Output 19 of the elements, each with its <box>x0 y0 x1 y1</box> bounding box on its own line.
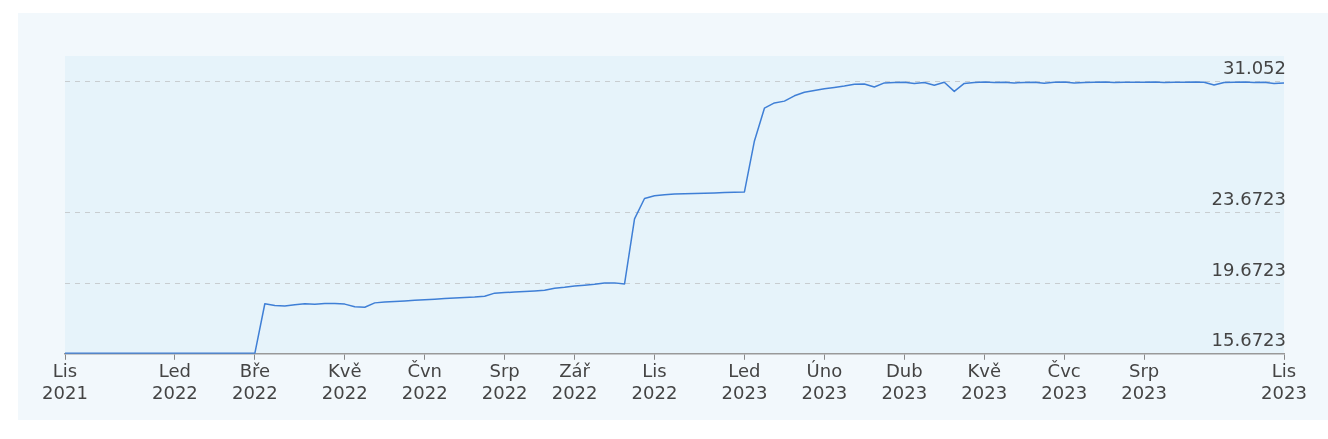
x-tick-label: Úno 2023 <box>801 360 848 403</box>
y-tick-label: 31.052 <box>1223 57 1286 79</box>
x-tick-label: Zář 2022 <box>551 360 598 403</box>
x-tick-label: Kvě 2022 <box>321 360 368 403</box>
x-tick-label: Srp 2023 <box>1121 360 1168 403</box>
y-tick-label: 15.6723 <box>1211 329 1286 351</box>
x-tick-label: Čvc 2023 <box>1041 360 1088 403</box>
x-tick-label: Bře 2022 <box>231 360 278 403</box>
x-tick-label: Čvn 2022 <box>401 360 448 403</box>
x-tick-label: Kvě 2023 <box>961 360 1008 403</box>
x-tick-label: Led 2022 <box>152 360 198 403</box>
x-tick-label: Lis 2021 <box>42 360 88 403</box>
x-tick-label: Dub 2023 <box>881 360 928 403</box>
x-tick-label: Led 2023 <box>721 360 768 403</box>
y-tick-label: 23.6723 <box>1211 187 1286 209</box>
x-tick-label: Lis 2023 <box>1261 360 1307 403</box>
x-tick-label: Srp 2022 <box>481 360 528 403</box>
y-tick-label: 19.6723 <box>1211 258 1286 280</box>
x-tick-label: Lis 2022 <box>631 360 678 403</box>
